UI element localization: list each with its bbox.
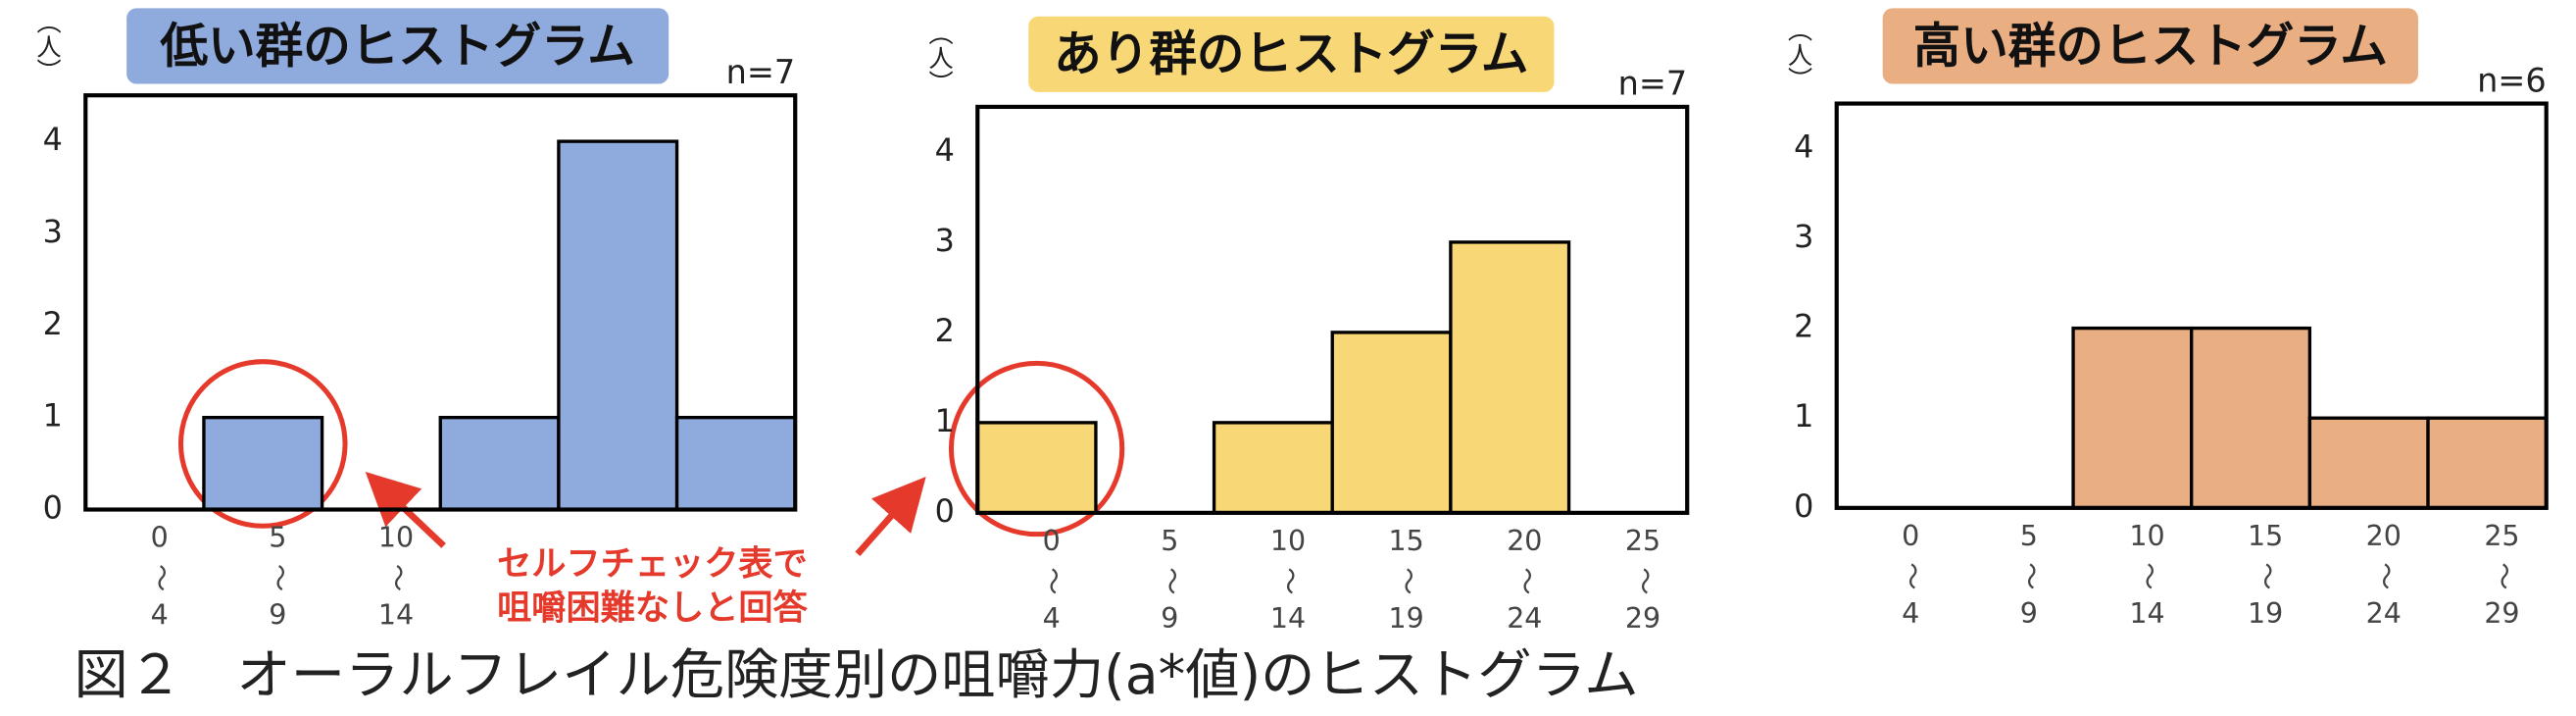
x-tick-label: 〜 (1896, 562, 1928, 589)
x-tick-label: 19 (2248, 597, 2283, 630)
bar (1212, 421, 1334, 515)
bar (1330, 331, 1453, 515)
x-tick-label: 5 (1161, 525, 1178, 557)
title-box (1882, 8, 2418, 84)
plot-frame (975, 104, 1690, 515)
x-tick-label: 14 (378, 598, 414, 631)
x-tick-label: 5 (269, 522, 286, 554)
y-tick-label: 1 (1794, 397, 1813, 435)
y-tick-label: 2 (1794, 308, 1813, 345)
sample-size: n=7 (1618, 65, 1688, 103)
x-tick-label: 20 (1507, 525, 1542, 557)
x-tick-label: 15 (2248, 520, 2283, 552)
x-tick-label: 29 (2484, 597, 2519, 630)
x-tick-label: 0 (1902, 520, 1919, 552)
x-tick-label: 4 (151, 598, 169, 631)
x-tick-label: 〜 (2132, 562, 2164, 589)
x-tick-label: 0 (1043, 525, 1061, 557)
bar (2071, 326, 2194, 510)
x-tick-label: 24 (2366, 597, 2402, 630)
bar (674, 415, 797, 512)
y-tick-label: 2 (43, 305, 63, 342)
y-tick-label: 2 (935, 312, 955, 349)
x-tick-label: 〜 (1628, 567, 1660, 594)
y-tick-label: 4 (1794, 128, 1813, 165)
highlight-circle (948, 360, 1125, 537)
x-tick-label: 10 (2129, 520, 2164, 552)
bar (202, 415, 324, 512)
x-tick-label: 4 (1902, 597, 1919, 630)
bar (2426, 416, 2549, 510)
y-tick-label: 3 (935, 222, 955, 259)
y-tick-label: 3 (43, 213, 63, 250)
x-tick-label: 〜 (1037, 567, 1069, 594)
chart-title: 低い群のヒストグラム (160, 19, 635, 74)
x-tick-label: 24 (1507, 602, 1542, 635)
x-tick-label: 〜 (263, 564, 295, 591)
arrow (855, 477, 926, 556)
arrow (365, 471, 446, 548)
sample-size: n=6 (2477, 61, 2547, 99)
bar (557, 139, 679, 512)
highlight-circle (177, 359, 348, 529)
bar (2307, 416, 2430, 510)
bar (1449, 240, 1571, 515)
x-tick-label: 14 (2129, 597, 2164, 630)
x-tick-label: 20 (2366, 520, 2402, 552)
x-tick-label: 5 (2020, 520, 2038, 552)
y-tick-label: 4 (935, 131, 955, 169)
x-tick-label: 14 (1270, 602, 1306, 635)
x-tick-label: 10 (378, 522, 414, 554)
chart-title: 高い群のヒストグラム (1913, 19, 2388, 74)
x-tick-label: 9 (2020, 597, 2038, 630)
y-tick-label: 3 (1794, 218, 1813, 255)
y-axis-label: （人） (33, 9, 62, 82)
x-tick-label: 〜 (1273, 567, 1306, 594)
x-tick-label: 4 (1043, 602, 1061, 635)
x-tick-label: 〜 (1392, 567, 1424, 594)
x-tick-label: 19 (1389, 602, 1424, 635)
x-tick-label: 10 (1270, 525, 1306, 557)
y-tick-label: 0 (935, 492, 955, 530)
sample-size: n=7 (726, 53, 796, 91)
bar (438, 415, 561, 512)
x-tick-label: 〜 (2251, 562, 2283, 589)
x-tick-label: 〜 (381, 564, 414, 591)
y-axis-label: （人） (925, 21, 954, 94)
x-tick-label: 9 (1161, 602, 1178, 635)
bar (975, 421, 1098, 515)
x-tick-label: 9 (269, 598, 286, 631)
bar (2190, 326, 2312, 510)
x-tick-label: 15 (1389, 525, 1424, 557)
title-box (126, 8, 669, 84)
x-tick-label: 25 (1625, 525, 1660, 557)
caption: 図２ オーラルフレイル危険度別の咀嚼力(a*値)のヒストグラム (74, 644, 1639, 707)
plot-frame (1834, 101, 2549, 510)
annotation: セルフチェック表で (497, 543, 808, 584)
y-tick-label: 1 (935, 402, 955, 439)
y-tick-label: 4 (43, 121, 63, 158)
annotation: 咀嚼困難なしと回答 (497, 588, 808, 629)
chart-title: あり群のヒストグラム (1054, 27, 1528, 82)
x-tick-label: 29 (1625, 602, 1660, 635)
x-tick-label: 〜 (2487, 562, 2519, 589)
x-tick-label: 〜 (2369, 562, 2402, 589)
y-tick-label: 0 (43, 489, 63, 527)
x-tick-label: 〜 (1155, 567, 1187, 594)
x-tick-label: 〜 (1510, 567, 1542, 594)
x-tick-label: 0 (151, 522, 169, 554)
x-tick-label: 〜 (145, 564, 177, 591)
x-tick-label: 25 (2484, 520, 2519, 552)
y-tick-label: 0 (1794, 487, 1813, 525)
y-tick-label: 1 (43, 397, 63, 435)
title-box (1028, 16, 1555, 92)
plot-frame (83, 93, 798, 512)
y-axis-label: （人） (1785, 18, 1813, 91)
x-tick-label: 〜 (2014, 562, 2047, 589)
